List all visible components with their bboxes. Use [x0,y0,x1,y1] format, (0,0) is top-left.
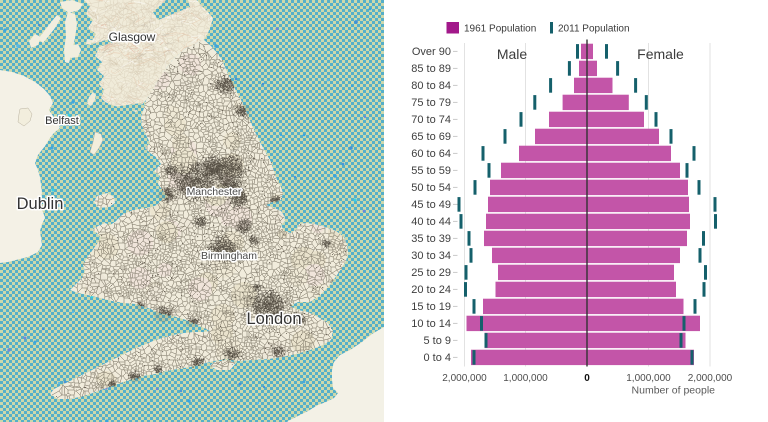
svg-text:1,000,000: 1,000,000 [503,373,548,384]
svg-text:20 to 24: 20 to 24 [411,284,451,296]
svg-text:75 to 79: 75 to 79 [411,97,451,109]
svg-text:London: London [246,310,301,328]
svg-text:Manchester: Manchester [187,186,242,198]
svg-text:Female: Female [637,46,684,62]
svg-text:Dublin: Dublin [17,195,64,213]
svg-text:55 to 59: 55 to 59 [411,165,451,177]
svg-text:Belfast: Belfast [45,115,79,127]
svg-text:Number of people: Number of people [632,385,716,397]
svg-text:Male: Male [497,46,528,62]
svg-text:Birmingham: Birmingham [201,250,257,262]
svg-text:1961 Population: 1961 Population [464,24,536,35]
svg-text:65 to 69: 65 to 69 [411,131,451,143]
svg-text:Over 90: Over 90 [412,46,451,58]
svg-text:2,000,000: 2,000,000 [442,373,487,384]
svg-text:70 to 74: 70 to 74 [411,114,451,126]
svg-text:15 to 19: 15 to 19 [411,301,451,313]
svg-text:5 to 9: 5 to 9 [423,335,451,347]
svg-text:40 to 44: 40 to 44 [411,216,451,228]
svg-text:45 to 49: 45 to 49 [411,199,451,211]
svg-text:1,000,000: 1,000,000 [626,373,671,384]
svg-text:60 to 64: 60 to 64 [411,148,451,160]
svg-text:30 to 34: 30 to 34 [411,250,451,262]
svg-text:85 to 89: 85 to 89 [411,63,451,75]
svg-text:0 to 4: 0 to 4 [423,352,451,364]
svg-text:2011 Population: 2011 Population [558,24,630,35]
svg-text:0: 0 [584,373,590,384]
svg-text:25 to 29: 25 to 29 [411,267,451,279]
svg-text:50 to 54: 50 to 54 [411,182,451,194]
svg-text:2,000,000: 2,000,000 [688,373,733,384]
svg-text:Glasgow: Glasgow [109,30,156,44]
svg-text:10 to 14: 10 to 14 [411,318,451,330]
svg-text:80 to 84: 80 to 84 [411,80,451,92]
svg-text:35 to 39: 35 to 39 [411,233,451,245]
